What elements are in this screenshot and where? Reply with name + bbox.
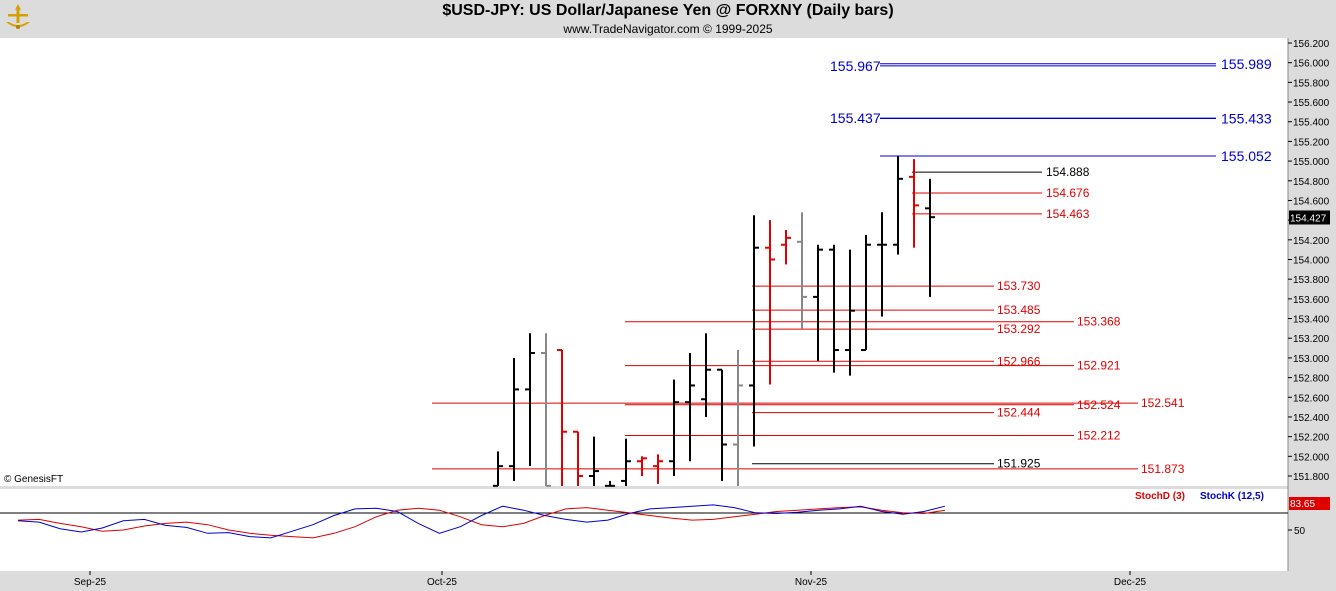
y-tick-label: 153.400 <box>1293 315 1330 326</box>
y-tick-label: 152.800 <box>1293 374 1330 385</box>
stoch-series-line <box>17 506 946 539</box>
level-label: 152.524 <box>1077 398 1121 412</box>
level-label: 153.730 <box>997 279 1041 293</box>
level-label: 155.437 <box>830 110 881 126</box>
y-tick-label: 151.800 <box>1293 472 1330 483</box>
x-tick-label: Oct-25 <box>427 577 457 588</box>
copyright-label: © GenesisFT <box>4 474 64 485</box>
y-tick-label: 154.200 <box>1293 236 1330 247</box>
level-label: 152.444 <box>997 406 1041 420</box>
x-tick-label: Sep-25 <box>74 577 107 588</box>
level-label: 152.541 <box>1141 396 1185 410</box>
y-tick-label: 156.200 <box>1293 39 1330 50</box>
y-tick-label: 155.800 <box>1293 78 1330 89</box>
level-label: 151.925 <box>997 457 1041 471</box>
y-tick-label: 152.400 <box>1293 413 1330 424</box>
stoch-legend-d: StochD (3) <box>1135 491 1185 502</box>
y-tick-label: 155.000 <box>1293 157 1330 168</box>
y-tick-label: 155.400 <box>1293 118 1330 129</box>
level-label: 155.052 <box>1221 148 1272 164</box>
price-axis-panel <box>1288 38 1336 486</box>
stoch-last-label: 83.65 <box>1290 499 1315 510</box>
y-tick-label: 155.600 <box>1293 98 1330 109</box>
y-tick-label: 154.600 <box>1293 196 1330 207</box>
stoch-last-box <box>1289 497 1330 510</box>
level-label: 154.676 <box>1046 186 1090 200</box>
y-tick-label: 154.000 <box>1293 256 1330 267</box>
level-label: 152.212 <box>1077 428 1121 442</box>
y-tick-label: 155.200 <box>1293 137 1330 148</box>
y-tick-label: 152.600 <box>1293 393 1330 404</box>
last-price-label: 154.427 <box>1290 213 1327 224</box>
stoch-legend-k: StochK (12,5) <box>1200 491 1264 502</box>
level-label: 155.989 <box>1221 56 1272 72</box>
level-label: 153.368 <box>1077 315 1121 329</box>
y-tick-label: 156.000 <box>1293 59 1330 70</box>
level-label: 152.921 <box>1077 359 1121 373</box>
y-tick-label: 152.000 <box>1293 452 1330 463</box>
price-panel <box>0 38 1288 486</box>
x-tick-label: Dec-25 <box>1114 577 1147 588</box>
level-label: 154.463 <box>1046 207 1090 221</box>
stoch-panel <box>0 489 1288 571</box>
y-tick-label: 153.800 <box>1293 275 1330 286</box>
chart-header: $USD-JPY: US Dollar/Japanese Yen @ FORXN… <box>0 0 1336 38</box>
level-label: 155.967 <box>830 58 881 74</box>
x-tick-label: Nov-25 <box>795 577 828 588</box>
level-label: 153.292 <box>997 322 1041 336</box>
stoch-tick-label: 50 <box>1294 526 1306 537</box>
level-label: 153.485 <box>997 303 1041 317</box>
level-label: 154.888 <box>1046 165 1090 179</box>
last-price-box <box>1289 210 1330 225</box>
trade-navigator-logo-icon <box>2 2 34 34</box>
y-tick-label: 153.200 <box>1293 334 1330 345</box>
level-label: 152.966 <box>997 354 1041 368</box>
chart-title: $USD-JPY: US Dollar/Japanese Yen @ FORXN… <box>442 2 894 19</box>
y-tick-label: 153.000 <box>1293 354 1330 365</box>
y-tick-label: 152.200 <box>1293 433 1330 444</box>
level-label: 151.873 <box>1141 462 1185 476</box>
chart-subtitle: www.TradeNavigator.com © 1999-2025 <box>563 22 773 36</box>
level-label: 155.433 <box>1221 110 1272 126</box>
y-tick-label: 154.800 <box>1293 177 1330 188</box>
stoch-series-line <box>17 504 946 539</box>
y-tick-label: 153.600 <box>1293 295 1330 306</box>
